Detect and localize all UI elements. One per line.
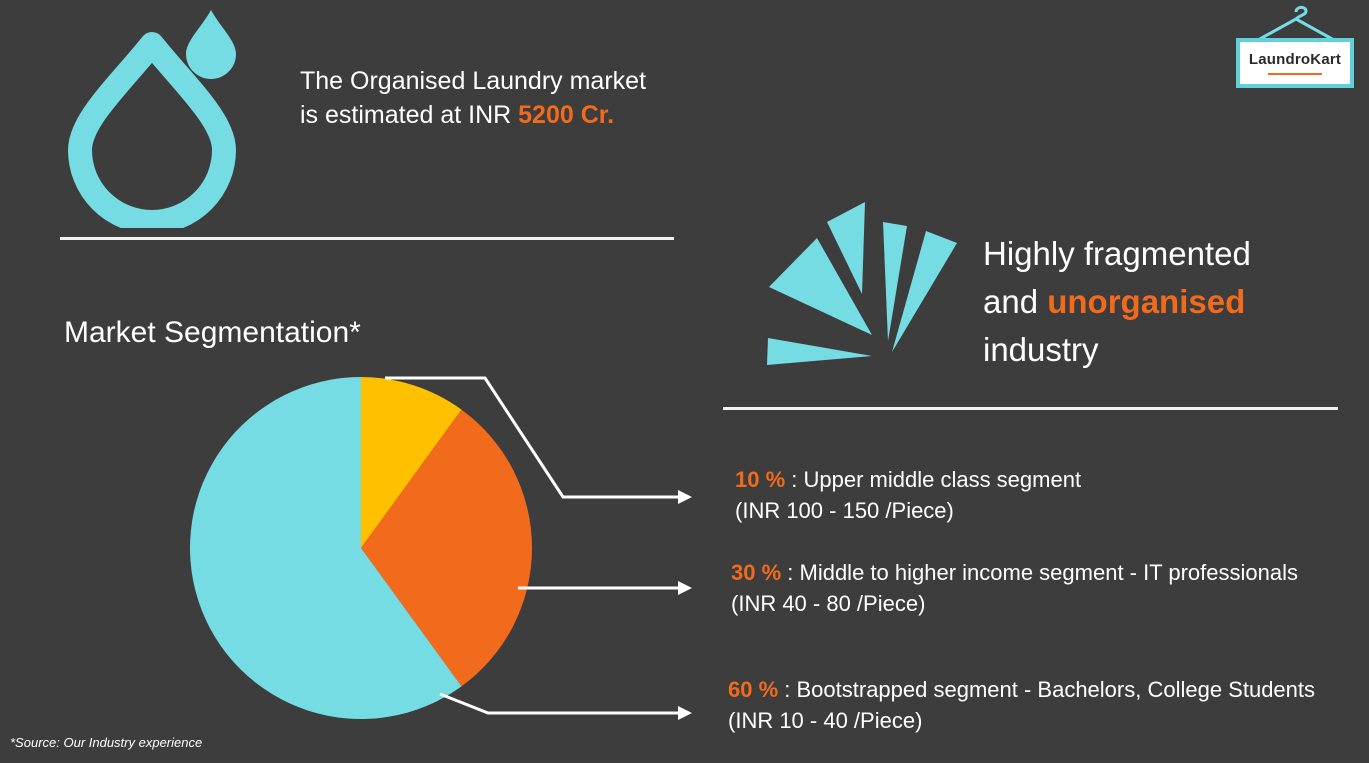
source-note: *Source: Our Industry experience (10, 735, 203, 750)
fragmented-line2: and unorganised (983, 278, 1251, 326)
pie-slice-30 (361, 409, 532, 687)
segment-desc-30: : Middle to higher income segment - IT p… (781, 560, 1298, 585)
hanger-icon (1256, 5, 1336, 42)
leader-line-10 (385, 376, 678, 499)
market-size-prefix: is estimated at INR (300, 101, 519, 129)
segment-pct-60: 60 % (728, 677, 779, 702)
segment-line-60: 60 % : Bootstrapped segment - Bachelors,… (728, 674, 1315, 705)
segment-pct-30: 30 % (731, 560, 782, 585)
segment-price-10: (INR 100 - 150 /Piece) (735, 498, 954, 523)
market-size-value: 5200 Cr. (518, 101, 615, 129)
segment-price-60: (INR 10 - 40 /Piece) (728, 708, 923, 733)
market-size-line1: The Organised Laundry market (300, 67, 647, 95)
segment-desc-60: : Bootstrapped segment - Bachelors, Coll… (778, 677, 1316, 702)
top-left-divider (60, 237, 674, 240)
brand-logo-tagline-line (1268, 73, 1322, 75)
fragmented-line2-accent: unorganised (1047, 283, 1246, 320)
leader-lines (385, 376, 678, 715)
brand-logo-text: LaundroKart (1248, 51, 1342, 68)
market-size-line2: is estimated at INR 5200 Cr. (300, 98, 646, 132)
leader-arrowheads (678, 490, 692, 720)
fragmented-line3: industry (983, 331, 1099, 368)
chart-title: Market Segmentation* (64, 316, 361, 349)
leader-line-60 (439, 692, 678, 715)
arrowhead-30 (678, 581, 692, 595)
right-divider (723, 407, 1338, 410)
pie-slice-60 (189, 377, 462, 719)
segment-line-30: 30 % : Middle to higher income segment -… (731, 557, 1298, 588)
segment-pct-10: 10 % (735, 467, 786, 492)
fragmented-line2-prefix: and (983, 283, 1048, 320)
brand-logo: LaundroKart (1236, 38, 1354, 88)
segment-item-60: 60 % : Bootstrapped segment - Bachelors,… (728, 674, 1315, 736)
segment-item-10: 10 % : Upper middle class segment (INR 1… (735, 464, 1081, 526)
arrowhead-60 (678, 706, 692, 720)
arrowhead-10 (678, 490, 692, 504)
segment-line-10: 10 % : Upper middle class segment (735, 464, 1081, 495)
water-drop-icon (68, 10, 236, 228)
fragmented-line1: Highly fragmented (983, 235, 1251, 272)
market-size-text: The Organised Laundry market is estimate… (300, 64, 646, 132)
fragmented-burst-icon (767, 202, 957, 365)
segment-desc-10: : Upper middle class segment (785, 467, 1082, 492)
pie-slice-10 (361, 377, 462, 548)
fragmented-industry-text: Highly fragmented and unorganised indust… (983, 230, 1251, 374)
segment-item-30: 30 % : Middle to higher income segment -… (731, 557, 1298, 619)
segment-price-30: (INR 40 - 80 /Piece) (731, 591, 926, 616)
